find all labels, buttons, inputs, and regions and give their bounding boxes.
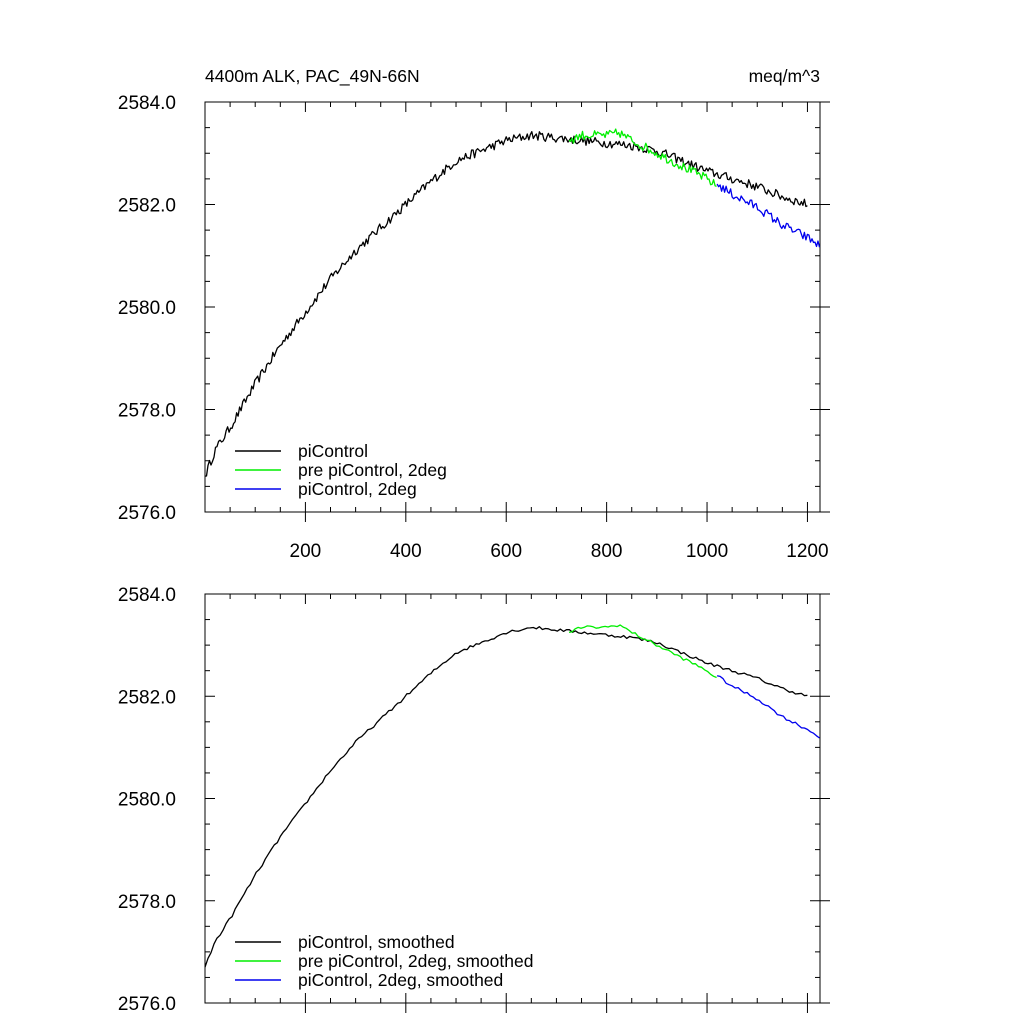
bottom-panel: 2576.0 2578.0 2580.0 2582.0 2584.0 piControl,… — [118, 585, 830, 1015]
legend-label: piControl — [298, 441, 368, 461]
legend-label: piControl, 2deg, smoothed — [298, 970, 503, 990]
y-tick-label: 2580.0 — [118, 790, 176, 811]
series-line — [204, 626, 808, 968]
series-line — [568, 128, 717, 187]
legend-label: piControl, smoothed — [298, 932, 455, 952]
x-tick-label: 400 — [390, 541, 422, 562]
x-tick-label: 200 — [290, 541, 322, 562]
y-tick-label: 2576.0 — [118, 503, 176, 524]
x-tick-label: 1000 — [686, 541, 728, 562]
y-tick-label: 2584.0 — [118, 93, 176, 114]
legend-label: pre piControl, 2deg — [298, 460, 447, 480]
x-tick-label: 1200 — [786, 541, 828, 562]
top-panel: 200 400 600 800 1000 1200 2576.0 2578.0 2580.0 25… — [118, 93, 830, 562]
legend-label: piControl, 2deg — [298, 479, 417, 499]
y-tick-label: 2576.0 — [118, 994, 176, 1015]
chart-units: meq/m^3 — [749, 66, 820, 86]
y-tick-label: 2582.0 — [118, 687, 176, 708]
y-tick-label: 2578.0 — [118, 401, 176, 422]
series-line — [716, 675, 820, 739]
chart-title: 4400m ALK, PAC_49N-66N — [205, 66, 420, 87]
y-tick-label: 2578.0 — [118, 892, 176, 913]
y-tick-label: 2584.0 — [118, 585, 176, 606]
series-line — [204, 131, 808, 477]
y-tick-label: 2582.0 — [118, 196, 176, 217]
x-tick-label: 800 — [591, 541, 623, 562]
x-tick-label: 600 — [490, 541, 522, 562]
legend-label: pre piControl, 2deg, smoothed — [298, 951, 533, 971]
y-tick-label: 2580.0 — [118, 298, 176, 319]
series-line — [716, 183, 821, 248]
series-line — [568, 624, 717, 679]
